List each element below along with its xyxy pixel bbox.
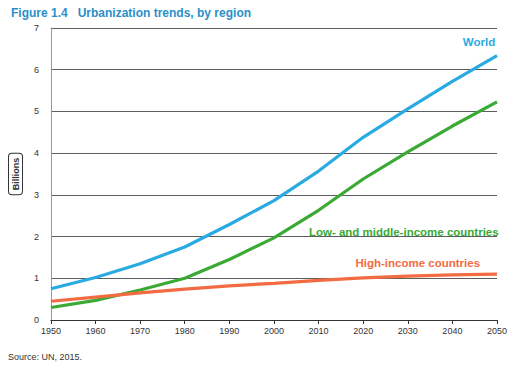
svg-text:1960: 1960 [85, 326, 105, 336]
svg-text:2030: 2030 [398, 326, 418, 336]
svg-text:1980: 1980 [175, 326, 195, 336]
svg-text:2: 2 [34, 232, 39, 242]
svg-text:World: World [463, 36, 495, 48]
svg-text:1950: 1950 [41, 326, 61, 336]
svg-text:2000: 2000 [264, 326, 284, 336]
svg-text:4: 4 [34, 148, 39, 158]
svg-text:2020: 2020 [353, 326, 373, 336]
svg-text:1990: 1990 [219, 326, 239, 336]
svg-text:7: 7 [34, 23, 39, 33]
svg-text:2010: 2010 [309, 326, 329, 336]
svg-text:High-income countries: High-income countries [355, 257, 480, 269]
svg-text:1: 1 [34, 273, 39, 283]
svg-text:5: 5 [34, 106, 39, 116]
svg-text:Low- and middle-income countri: Low- and middle-income countries [309, 226, 499, 238]
svg-text:2050: 2050 [487, 326, 507, 336]
svg-text:6: 6 [34, 65, 39, 75]
svg-text:Source: UN, 2015.: Source: UN, 2015. [8, 352, 82, 362]
svg-text:1970: 1970 [130, 326, 150, 336]
svg-text:0: 0 [34, 315, 39, 325]
svg-text:Figure 1.4 Urbanization tren: Figure 1.4 Urbanization trends, by regio… [11, 6, 251, 20]
svg-text:Billions: Billions [11, 158, 21, 191]
svg-text:2040: 2040 [442, 326, 462, 336]
svg-text:3: 3 [34, 190, 39, 200]
